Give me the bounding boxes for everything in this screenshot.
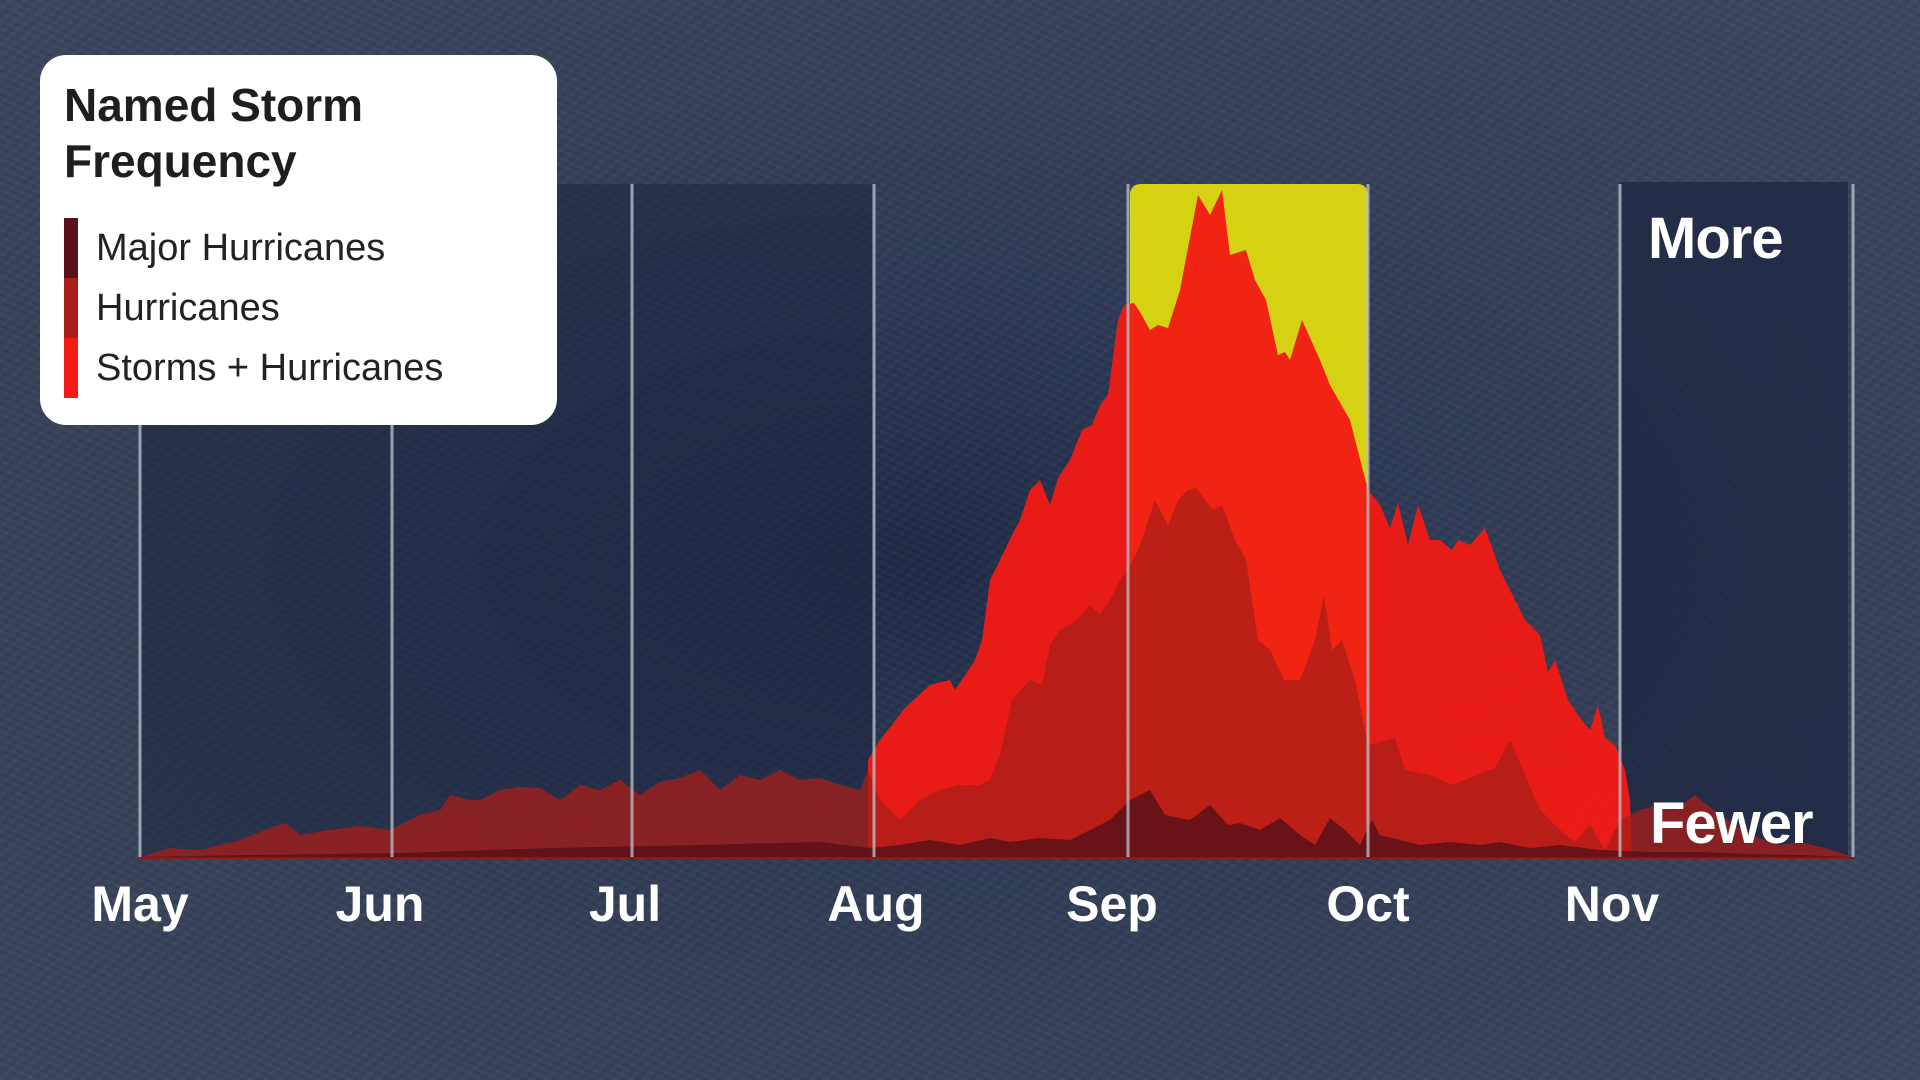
legend-swatch (64, 338, 78, 398)
scale-label-fewer: Fewer (1650, 791, 1814, 856)
month-label-nov: Nov (1564, 876, 1660, 932)
month-label-jun: Jun (335, 876, 425, 932)
offseason-panel-late (1620, 182, 1848, 857)
series-major-hurricanes (140, 790, 1853, 857)
month-label-may: May (91, 876, 189, 932)
legend-card: Named Storm Frequency Major Hurricanes Hu… (40, 55, 557, 425)
month-label-jul: Jul (588, 876, 662, 932)
legend-item-major-hurricanes: Major Hurricanes (64, 218, 443, 278)
legend-swatch (64, 278, 78, 338)
legend-item-storms-hurricanes: Storms + Hurricanes (64, 338, 443, 398)
legend-swatch (64, 218, 78, 278)
series-hurricanes (140, 488, 1853, 857)
month-label-aug: Aug (827, 876, 925, 932)
legend-title: Named Storm Frequency (64, 79, 364, 187)
month-label-sep: Sep (1066, 876, 1158, 932)
scale-label-more: More (1648, 206, 1784, 271)
month-label-oct: Oct (1326, 876, 1410, 932)
legend-item-hurricanes: Hurricanes (64, 278, 443, 338)
